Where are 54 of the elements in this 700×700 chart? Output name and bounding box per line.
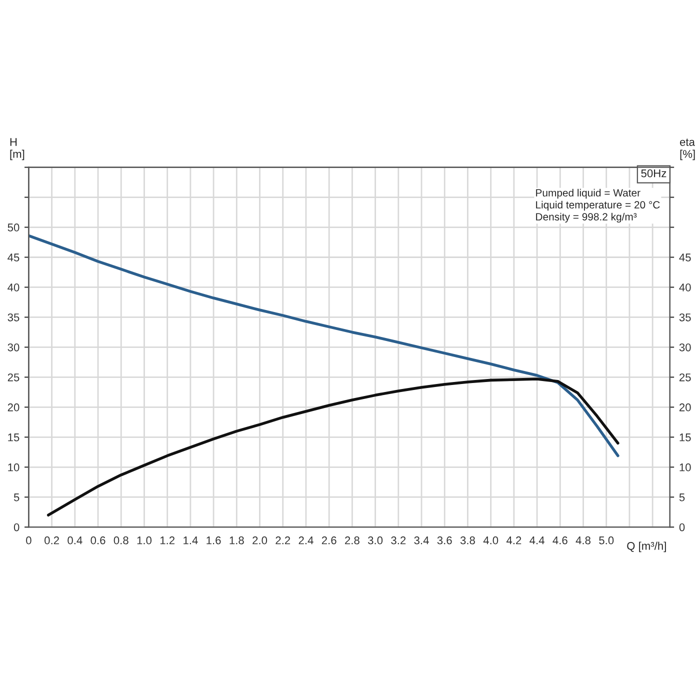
x-tick-label: 4.6	[552, 536, 568, 544]
y-tick-label: 30	[8, 343, 20, 352]
x-tick-label: 1.2	[160, 536, 175, 544]
x-tick-label: 2.4	[298, 536, 314, 544]
x-tick-label: 1.0	[137, 536, 152, 544]
x-tick-label: 3.8	[460, 536, 475, 544]
line-series	[46, 378, 620, 516]
y2-tick-label: 10	[680, 463, 691, 472]
x-tick-label: 2.2	[276, 536, 290, 544]
y-tick-label: 50	[8, 224, 20, 232]
x-tick-label: 3.6	[437, 536, 452, 544]
x-tick-label: 0	[26, 536, 32, 544]
x-tick-label: 4.0	[483, 536, 498, 544]
y-tick-label: 10	[8, 463, 20, 472]
x-axis-title: Q [m³/h]	[627, 542, 666, 552]
y2-tick-label: 45	[679, 254, 691, 262]
y-tick-label: 20	[8, 403, 20, 412]
chart-title: 50Hz	[641, 169, 666, 178]
y2-axis-title: eta [%]	[680, 138, 695, 160]
x-tick-label: 4.2	[506, 536, 522, 544]
y-axis-title: H [m]	[10, 138, 24, 160]
x-tick-label: 4.4	[530, 536, 544, 544]
y2-tick-label: 40	[679, 284, 691, 292]
x-tick-label: 1.8	[230, 536, 244, 544]
y-tick-label: 35	[8, 313, 20, 322]
x-tick-label: 2.8	[345, 536, 360, 544]
y2-tick-label: 15	[680, 434, 691, 442]
y-tick-label: 15	[8, 434, 20, 442]
y2-tick-label: 20	[679, 403, 691, 412]
y-tick-label: 40	[8, 284, 20, 292]
y2-tick-label: 30	[679, 343, 691, 352]
y-tick-label: 0	[14, 523, 20, 532]
annotation: Pumped liquid = Water Liquid temperature = 20 °C Density = 998.2 kg/m³	[536, 188, 660, 223]
x-tick-label: 0.4	[68, 536, 82, 544]
x-tick-label: 5.0	[599, 536, 614, 544]
x-tick-label: 3.2	[391, 536, 406, 544]
x-tick-label: 2.0	[252, 536, 268, 544]
y2-tick-label: 5	[679, 494, 685, 502]
y-tick-label: 25	[8, 373, 20, 382]
y-tick-label: 45	[8, 254, 20, 262]
y2-tick-label: 0	[679, 523, 685, 532]
x-tick-label: 1.6	[206, 536, 221, 544]
x-tick-label: 1.4	[184, 536, 198, 544]
y2-tick-label: 25	[679, 373, 691, 382]
x-tick-label: 0.2	[44, 536, 59, 544]
y-tick-label: 5	[14, 494, 20, 502]
line-series	[28, 234, 620, 458]
x-tick-label: 0.6	[90, 536, 106, 544]
x-tick-label: 0.8	[114, 536, 128, 544]
x-tick-label: 3.0	[368, 536, 383, 544]
y2-tick-label: 35	[679, 313, 691, 322]
x-tick-label: 4.8	[576, 536, 590, 544]
x-tick-label: 3.4	[414, 536, 429, 544]
x-tick-label: 2.6	[322, 536, 336, 544]
